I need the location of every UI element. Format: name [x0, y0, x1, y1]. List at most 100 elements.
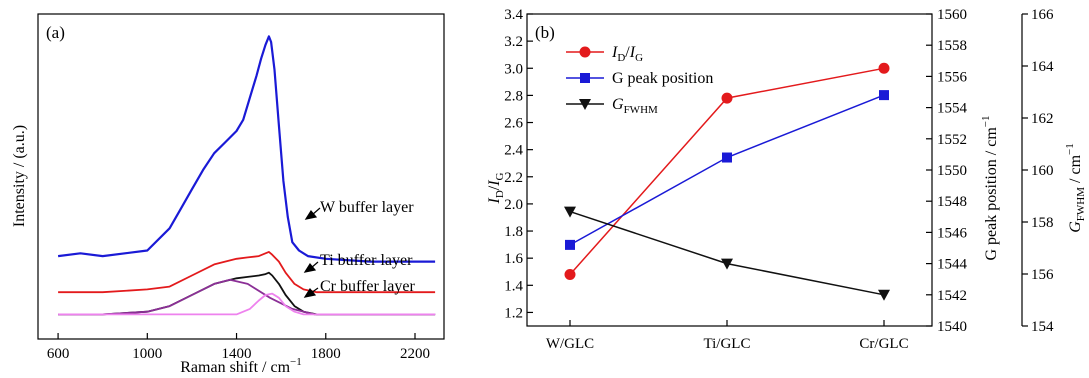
- panel-b-series: [564, 62, 890, 301]
- panel-b-x-tick-label: W/GLC: [546, 336, 594, 352]
- panel-b-label: (b): [535, 23, 555, 42]
- panel-b-frame: [526, 13, 933, 327]
- panel-a-x-tick-label: 2200: [400, 346, 430, 362]
- left-tick-label: 3.4: [504, 7, 523, 23]
- left-label-g: G: [494, 172, 506, 180]
- panel-a-x-tick-label: 600: [47, 346, 70, 362]
- right1-label-main: G peak position / cm: [983, 127, 1000, 261]
- series-line-2: [569, 210, 885, 296]
- right2-tick-label: 158: [1031, 215, 1054, 231]
- series-point-1: [565, 239, 575, 250]
- right1-tick-label: 1552: [937, 132, 967, 148]
- panel-b-right-axis-2-ticks: 154 156 158 160 162 164 166: [1022, 7, 1054, 335]
- legend-gfwhm-g: G: [612, 96, 624, 113]
- right2-tick-label: 162: [1031, 111, 1054, 127]
- series-point-1: [879, 90, 889, 101]
- panel-a-label: (a): [46, 23, 65, 42]
- right2-tick-label: 156: [1031, 267, 1054, 283]
- panel-a-curves: [57, 35, 436, 316]
- panel-b-right-axis-1-ticks: 1540 1542 1544 1546 1548 1550 1552 1554 1556 1558…: [926, 7, 968, 335]
- series-point-2: [721, 258, 733, 270]
- right1-tick-label: 1548: [937, 194, 967, 210]
- panel-a-x-axis-label-sup: −1: [290, 356, 302, 368]
- left-label-slash: /: [486, 185, 503, 190]
- right2-label-sup: −1: [1064, 143, 1076, 155]
- right1-tick-label: 1554: [937, 101, 968, 117]
- panel-a-x-ticks: 600 1000 1400 1800 2200: [47, 333, 430, 362]
- panel-b-x-ticks: W/GLC Ti/GLC Cr/GLC: [546, 320, 909, 352]
- right1-tick-label: 1560: [937, 7, 967, 23]
- left-tick-label: 2.6: [504, 116, 523, 132]
- right2-tick-label: 164: [1031, 59, 1054, 75]
- right1-tick-label: 1540: [937, 319, 967, 335]
- right1-tick-label: 1558: [937, 38, 967, 54]
- legend-id-d: D: [617, 52, 625, 64]
- left-tick-label: 2.4: [504, 143, 523, 159]
- left-tick-label: 3.0: [504, 61, 523, 77]
- panel-a-curve-1: [58, 251, 436, 294]
- legend-marker-id-ig: [579, 46, 591, 58]
- left-tick-label: 2.0: [504, 197, 523, 213]
- annotation-w-buffer-layer: W buffer layer: [320, 199, 414, 216]
- legend-gfwhm-sub: FWHM: [624, 104, 658, 116]
- panel-b-left-axis-label: ID/IG: [486, 172, 506, 204]
- legend-id-slash: /: [625, 44, 630, 61]
- series-point-1: [722, 152, 732, 163]
- panel-b-x-tick-label: Cr/GLC: [859, 336, 908, 352]
- annotation-ti-buffer-layer: Ti buffer layer: [320, 252, 413, 269]
- legend-marker-g-peak: [580, 73, 590, 83]
- panel-b: (b) 1.2 1.4 1.6 1.8 2.0 2.2 2.4 2.6 2.8 3.0 3.2 3.4…: [486, 7, 1087, 352]
- panel-a-x-axis-label: Raman shift / cm−1: [180, 356, 301, 376]
- left-tick-label: 2.8: [504, 88, 523, 104]
- legend-marker-gfwhm: [579, 99, 591, 110]
- right2-label-g: G: [1067, 221, 1084, 233]
- right2-tick-label: 166: [1031, 7, 1054, 23]
- right2-label-tail: / cm: [1067, 154, 1084, 187]
- left-tick-label: 2.2: [504, 170, 523, 186]
- series-point-0: [721, 92, 733, 104]
- left-label-i2: I: [486, 180, 503, 187]
- panel-a-x-axis-label-main: Raman shift / cm: [180, 359, 290, 376]
- right1-tick-label: 1550: [937, 163, 967, 179]
- left-label-d: D: [494, 190, 506, 198]
- panel-a: (a) 600 1000 1400 1800 2200 Raman shift / cm…: [11, 13, 445, 376]
- left-tick-label: 1.6: [504, 251, 523, 267]
- series-point-2: [878, 289, 890, 301]
- arrow-w-head: [304, 209, 318, 220]
- legend-id-i2: I: [629, 44, 636, 61]
- panel-b-legend: ID/IG G peak position GFWHM: [566, 44, 713, 116]
- left-tick-label: 1.4: [504, 278, 523, 294]
- panel-a-curve-0: [57, 35, 436, 263]
- right1-tick-label: 1542: [937, 288, 967, 304]
- arrow-ti-head: [303, 262, 317, 273]
- panel-a-frame: [37, 13, 445, 340]
- panel-b-x-tick-label: Ti/GLC: [704, 336, 751, 352]
- legend-label-g-peak: G peak position: [612, 70, 713, 87]
- legend-id-i1: I: [611, 44, 618, 61]
- annotation-arrows: [303, 207, 321, 298]
- panel-a-x-tick-label: 1800: [311, 346, 341, 362]
- legend-label-gfwhm: GFWHM: [612, 96, 658, 116]
- panel-b-left-axis-ticks: 1.2 1.4 1.6 1.8 2.0 2.2 2.4 2.6 2.8 3.0 3.2 3.4: [504, 7, 533, 321]
- right1-tick-label: 1544: [937, 257, 968, 273]
- right2-label-fwhm: FWHM: [1075, 187, 1087, 221]
- panel-a-x-tick-label: 1400: [222, 346, 252, 362]
- right1-label-sup: −1: [980, 115, 992, 127]
- legend-id-g: G: [635, 52, 643, 64]
- left-tick-label: 1.8: [504, 224, 523, 240]
- panel-b-right-axis-2-label: GFWHM / cm−1: [1064, 143, 1087, 233]
- panel-b-right-axis-1-label: G peak position / cm−1: [980, 115, 1000, 260]
- series-point-2: [564, 206, 576, 218]
- panel-a-curve-4: [58, 292, 436, 316]
- series-point-0: [878, 62, 890, 74]
- arrow-cr-head: [303, 287, 317, 298]
- series-point-0: [564, 268, 576, 280]
- annotation-cr-buffer-layer: Cr buffer layer: [320, 278, 415, 295]
- right2-tick-label: 154: [1031, 319, 1054, 335]
- panel-a-y-axis-label: Intensity / (a.u.): [11, 125, 28, 227]
- right1-tick-label: 1556: [937, 69, 968, 85]
- left-tick-label: 3.2: [504, 34, 523, 50]
- right2-tick-label: 160: [1031, 163, 1054, 179]
- legend-label-id-ig: ID/IG: [611, 44, 643, 64]
